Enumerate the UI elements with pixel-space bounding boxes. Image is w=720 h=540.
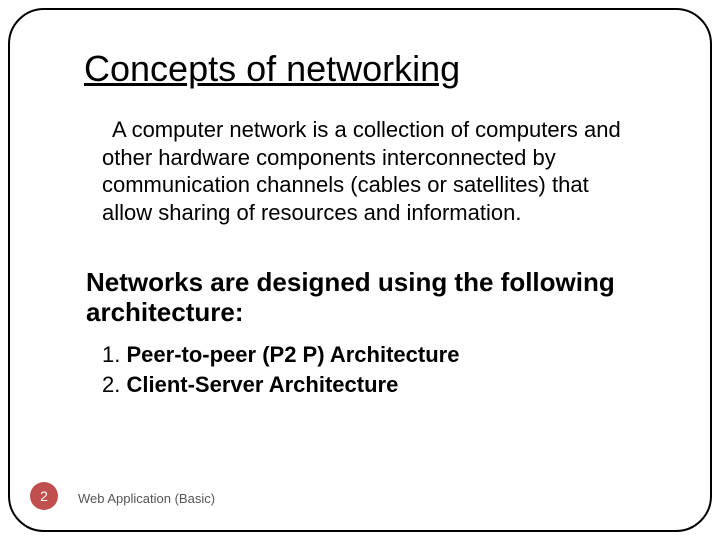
- intro-paragraph: A computer network is a collection of co…: [102, 116, 632, 226]
- list-item: 1. Peer-to-peer (P2 P) Architecture: [102, 340, 642, 370]
- slide: Concepts of networking A computer networ…: [0, 0, 720, 540]
- page-number-badge: 2: [30, 482, 58, 510]
- list-item-number: 2.: [102, 372, 120, 397]
- architecture-subheading: Networks are designed using the followin…: [86, 268, 646, 328]
- architecture-list: 1. Peer-to-peer (P2 P) Architecture 2. C…: [102, 340, 642, 399]
- list-item-number: 1.: [102, 342, 120, 367]
- list-item: 2. Client-Server Architecture: [102, 370, 642, 400]
- footer-text: Web Application (Basic): [78, 491, 215, 506]
- intro-paragraph-text: A computer network is a collection of co…: [102, 116, 632, 226]
- list-item-text: Peer-to-peer (P2 P) Architecture: [126, 342, 459, 367]
- slide-title: Concepts of networking: [84, 48, 460, 90]
- list-item-text: Client-Server Architecture: [126, 372, 398, 397]
